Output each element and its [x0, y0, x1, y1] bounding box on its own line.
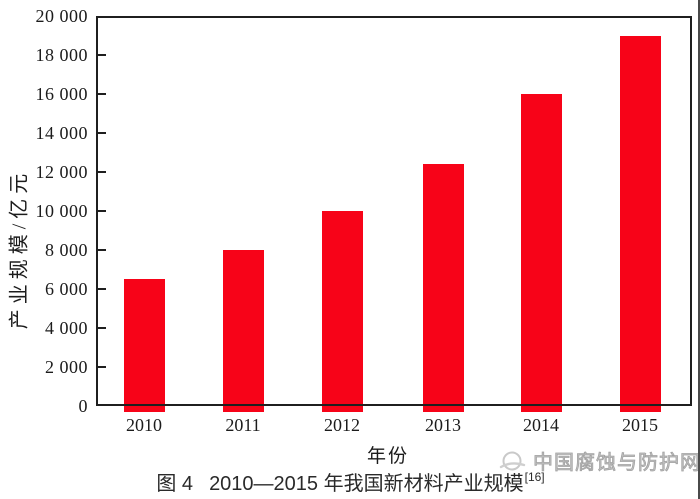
- x-tick-label-2010: 2010: [126, 415, 162, 435]
- bars-layer: [96, 16, 692, 412]
- bar-2012: [321, 211, 363, 412]
- x-tick-label-2013: 2013: [425, 415, 461, 435]
- caption-reference: [16]: [524, 470, 545, 485]
- figure-number-label: 图 4: [156, 473, 194, 495]
- y-tick-label-2000: 2 000: [45, 357, 88, 377]
- x-tick-label-2011: 2011: [225, 415, 261, 435]
- x-tick-label-2015: 2015: [622, 415, 658, 435]
- bar-chart-plot-area: [96, 16, 692, 412]
- swirl-logo-icon: [499, 451, 526, 471]
- bar-2014: [520, 94, 562, 412]
- bar-2013: [422, 164, 464, 412]
- caption-title: 2010—2015 年我国新材料产业规模: [209, 473, 524, 495]
- y-tick-label-14000: 14 000: [35, 123, 88, 143]
- x-tick-label-2014: 2014: [523, 415, 559, 435]
- watermark-text: 中国腐蚀与防护网: [533, 451, 700, 474]
- x-axis-title: 年份: [366, 446, 409, 467]
- y-tick-label-18000: 18 000: [35, 45, 88, 65]
- watermark: 中国腐蚀与防护网: [499, 449, 700, 476]
- y-tick-label-0: 0: [78, 396, 88, 416]
- y-tick-label-16000: 16 000: [35, 84, 88, 104]
- figure-caption: 图 4 2010—2015 年我国新材料产业规模[16]: [0, 467, 700, 496]
- y-tick-label-20000: 20 000: [35, 6, 88, 26]
- right-edge-line: [698, 0, 700, 499]
- x-tick-label-2012: 2012: [324, 415, 360, 435]
- y-axis-title: 产业规模/亿元: [8, 168, 31, 330]
- bar-2011: [222, 250, 264, 412]
- bar-2010: [123, 279, 165, 412]
- bar-2015: [619, 35, 661, 412]
